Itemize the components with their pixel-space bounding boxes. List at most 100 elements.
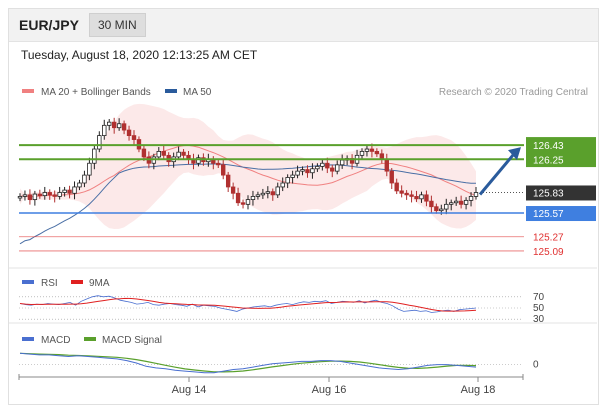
candle-body (102, 124, 107, 137)
candle-body (409, 194, 414, 197)
candle-body (374, 150, 380, 155)
main-legend: MA 20 + Bollinger Bands MA 50 Research ©… (22, 87, 588, 98)
candle-body (92, 148, 97, 164)
candle-body (463, 199, 469, 205)
candle-body (97, 135, 102, 150)
rsi-ma-line (19, 297, 477, 312)
rsi-legend-label: RSI (41, 278, 58, 289)
forecast-arrowhead (508, 147, 521, 161)
minor-support-label-2: 125.09 (533, 247, 564, 258)
macd-legend-label: MACD (41, 335, 70, 346)
candle-body (389, 170, 394, 184)
candle-body (235, 192, 241, 204)
candle-body (245, 199, 251, 205)
resistance-label-1: 126.43 (533, 141, 564, 152)
candle-body (359, 150, 365, 156)
candle-body (310, 168, 315, 174)
x-tick-label-2: Aug 16 (312, 384, 347, 396)
candle-body (240, 202, 246, 205)
currency-pair-title: EUR/JPY (19, 17, 79, 33)
candle-body (290, 174, 295, 178)
macd-zero-label: 0 (533, 360, 539, 371)
candle-body (131, 135, 137, 140)
candle-body (260, 192, 266, 196)
candle-body (404, 192, 409, 196)
candle-body (52, 194, 57, 197)
macd-panel: MACD MACD Signal 0 (19, 335, 539, 374)
rsi-level-label-50: 50 (533, 303, 545, 314)
candle-body (453, 200, 459, 204)
candle-body (116, 123, 122, 129)
candle-body (57, 192, 62, 197)
candle-body (295, 170, 300, 176)
ma50-legend-swatch (165, 89, 177, 93)
candle-body (121, 123, 127, 131)
current-price-label: 125.83 (533, 188, 564, 199)
candle-body (176, 151, 181, 158)
candle-body (156, 150, 161, 158)
resistance-label-box (526, 137, 596, 168)
candle-body (255, 194, 261, 197)
price-panel: 126.43 126.25 125.83 125.57 125.27 125.09 (17, 103, 596, 258)
x-axis: Aug 14 Aug 16 Aug 18 (18, 374, 524, 396)
candle-body (72, 186, 77, 194)
candle-body (399, 190, 404, 194)
rsi-legend-swatch (22, 280, 34, 284)
minor-support-label-1: 125.27 (533, 233, 564, 244)
candle-body (473, 192, 479, 197)
candle-body (330, 167, 335, 172)
ma50-legend-label: MA 50 (183, 87, 212, 98)
timeframe-badge[interactable]: 30 MIN (89, 13, 146, 37)
candle-body (429, 200, 434, 208)
rsi-level-label-70: 70 (533, 292, 545, 303)
candle-body (394, 182, 399, 192)
candle-body (62, 189, 67, 193)
candle-body (419, 194, 424, 200)
ma20-legend-swatch (22, 89, 34, 93)
candle-body (315, 166, 320, 170)
candle-body (468, 196, 474, 201)
candle-body (42, 192, 47, 197)
candle-body (181, 151, 186, 156)
candle-body (414, 196, 419, 200)
rsi-level-label-30: 30 (533, 314, 545, 325)
macd-signal-legend-swatch (84, 337, 96, 341)
candle-body (17, 196, 23, 199)
candle-body (22, 194, 28, 197)
candle-body (300, 169, 305, 172)
candle-body (339, 159, 345, 166)
candle-body (221, 164, 226, 176)
candle-body (270, 191, 275, 196)
rsi-ma-legend-label: 9MA (89, 278, 110, 289)
ma20-line (19, 144, 477, 198)
ma20-legend-label: MA 20 + Bollinger Bands (41, 87, 151, 98)
candle-body (369, 148, 375, 152)
candle-body (434, 206, 439, 212)
x-tick-label-3: Aug 18 (461, 384, 496, 396)
candle-body (196, 157, 201, 164)
chart-header: EUR/JPY 30 MIN (9, 9, 598, 42)
candle-body (82, 174, 87, 184)
support-label-box (526, 206, 596, 222)
candle-body (126, 129, 132, 137)
candle-body (275, 186, 280, 196)
timestamp: Tuesday, August 18, 2020 12:13:25 AM CET (21, 48, 258, 62)
candle-body (230, 186, 236, 194)
candle-body (47, 192, 52, 196)
candle-body (225, 174, 231, 188)
rsi-ma-legend-swatch (71, 280, 83, 284)
candle-body (384, 158, 389, 172)
candle-body (77, 182, 82, 188)
candle-body (107, 121, 112, 126)
candle-body (37, 193, 43, 197)
candle-body (285, 177, 290, 184)
candle-body (87, 162, 92, 176)
candle-body (320, 162, 325, 167)
candle-body (32, 193, 38, 200)
research-credit: Research © 2020 Trading Central (439, 87, 588, 98)
candle-body (27, 194, 33, 200)
candle-body (111, 121, 117, 129)
candle-body (305, 169, 310, 174)
candle-body (449, 202, 454, 205)
